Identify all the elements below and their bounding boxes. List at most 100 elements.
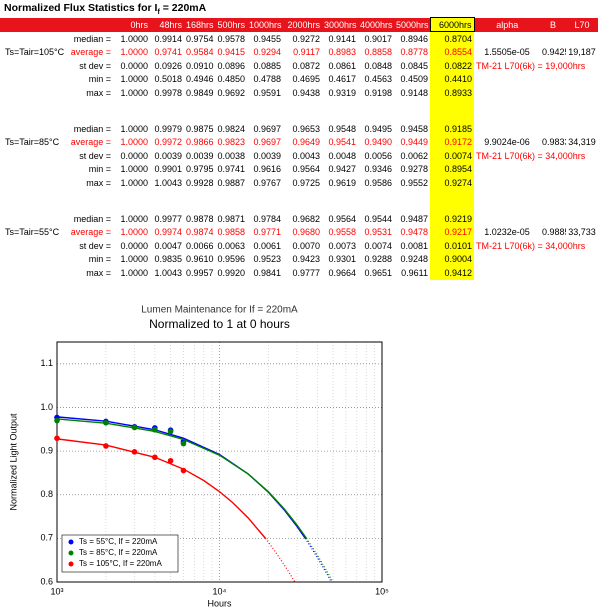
point: [131, 424, 138, 431]
table-cell: [0, 163, 68, 177]
table-cell: 2000hrs: [283, 17, 322, 32]
table-row: st dev = 0.0000 0.0926 0.0910 0.0896 0.0885 0.…: [0, 59, 598, 73]
table-cell: [540, 100, 566, 123]
table-cell: 1.0000: [120, 87, 148, 98]
table-cell: 0.9248: [400, 254, 428, 265]
title-suffix: = 220mA: [159, 2, 207, 14]
table-cell: [0, 239, 68, 253]
table-cell: 0.9564: [328, 213, 356, 224]
point: [152, 454, 158, 461]
table-cell: [358, 190, 394, 213]
legend-marker: [68, 539, 74, 545]
table-cell: 0.4946: [186, 74, 214, 85]
table-cell: 0.9866: [186, 137, 214, 148]
table-cell: 0.0885: [253, 60, 281, 71]
table-cell: max =: [86, 267, 111, 278]
table-cell: 6000hrs: [429, 17, 475, 32]
table-cell: 0.9610: [186, 254, 214, 265]
table-cell: 0.0038: [217, 150, 245, 161]
table-cell: 0.9977: [154, 213, 182, 224]
table-cell: average =: [70, 227, 111, 238]
table-cell: 1.0000: [120, 227, 148, 238]
table-cell: [474, 100, 540, 123]
legend-marker: [68, 561, 74, 567]
table-cell: TM-21 L70(6k) = 34,000hrs: [476, 240, 586, 251]
table-cell: 0.9957: [186, 267, 214, 278]
table-cell: 4000hrs: [358, 17, 394, 32]
y-tick-label: 0.9: [40, 445, 53, 455]
table-cell: 0.9682: [292, 213, 320, 224]
table-cell: [430, 99, 474, 122]
table-cell: 0.4617: [328, 74, 356, 85]
point: [180, 467, 187, 474]
table-cell: 0.9425: [542, 47, 566, 58]
table-cell: 0.9841: [253, 267, 281, 278]
table-cell: median =: [73, 123, 111, 134]
table-cell: 1.0232e-05: [484, 227, 530, 238]
table-cell: [0, 100, 68, 123]
table-cell: 0.9651: [364, 267, 392, 278]
table-cell: [358, 100, 394, 123]
table-cell: 0.0074: [364, 240, 392, 251]
table-cell: 1000hrs: [247, 17, 283, 32]
table-cell: 0.0872: [292, 60, 320, 71]
table-cell: 0.9784: [253, 213, 281, 224]
table-cell: 0.0000: [120, 240, 148, 251]
table-cell: 0.0056: [364, 150, 392, 161]
table-cell: 0.9979: [154, 123, 182, 134]
table-cell: 0.9148: [400, 87, 428, 98]
table-cell: 0.9653: [292, 123, 320, 134]
table-cell: 0.9531: [364, 227, 392, 238]
table-cell: [566, 253, 598, 267]
table-cell: 0.5018: [154, 74, 182, 85]
table-row: [0, 99, 598, 123]
table-cell: average =: [70, 137, 111, 148]
table-cell: [474, 163, 540, 177]
y-tick-label: 0.6: [40, 576, 53, 586]
fit-line: [56, 438, 267, 539]
table-cell: 1.0000: [120, 47, 148, 58]
table-cell: [322, 190, 358, 213]
table-cell: 19,187: [568, 47, 596, 58]
table-cell: 0.0039: [154, 150, 182, 161]
table-cell: 0.0063: [217, 240, 245, 251]
table-cell: 1.0000: [120, 267, 148, 278]
table-cell: [540, 122, 566, 136]
table-cell: 0.9901: [154, 164, 182, 175]
table-cell: 0.9558: [328, 227, 356, 238]
table-cell: 0.9835: [154, 254, 182, 265]
table-cell: 0.9117: [293, 47, 320, 58]
table-cell: 0.9885: [542, 227, 566, 238]
table-cell: [0, 253, 68, 267]
point: [167, 457, 174, 464]
table-cell: 0.9544: [364, 213, 392, 224]
table-cell: 0.0047: [154, 240, 182, 251]
table-cell: [474, 122, 540, 136]
table-cell: B: [540, 17, 566, 32]
table-cell: 0.9680: [292, 227, 320, 238]
table-cell: 0.9017: [364, 33, 392, 44]
table-cell: 0.9449: [400, 137, 428, 148]
table-cell: 3000hrs: [322, 17, 358, 32]
table-cell: 1.0000: [120, 177, 148, 188]
table-cell: [322, 100, 358, 123]
table-cell: 168hrs: [184, 17, 215, 32]
table-cell: TM-21 L70(6k) = 34,000hrs: [476, 150, 586, 161]
table-cell: 0.9741: [154, 47, 182, 58]
table-cell: 0.0000: [120, 150, 148, 161]
point: [167, 428, 174, 435]
table-row: max = 1.0000 1.0043 0.9957 0.9920 0.9841 0.977…: [0, 266, 598, 280]
table-cell: 0.9611: [401, 267, 428, 278]
table-cell: [474, 86, 540, 100]
table-cell: 0.0845: [400, 60, 428, 71]
table-cell: [566, 176, 598, 190]
chart: Lumen Maintenance for If = 220mANormaliz…: [8, 305, 389, 609]
x-tick-label: 10³: [50, 586, 63, 596]
chart-subtitle: Normalized to 1 at 0 hours: [149, 317, 290, 331]
table-row: median = 1.0000 0.9914 0.9754 0.9578 0.9455 0.…: [0, 31, 598, 46]
table-row: Ts=Tair=55°C average = 1.0000 0.9974 0.9874 0…: [0, 225, 598, 239]
y-tick-label: 1.0: [40, 402, 53, 412]
table-cell: 1.0043: [154, 177, 182, 188]
table-cell: median =: [73, 33, 111, 44]
table-cell: 0.9928: [186, 177, 214, 188]
